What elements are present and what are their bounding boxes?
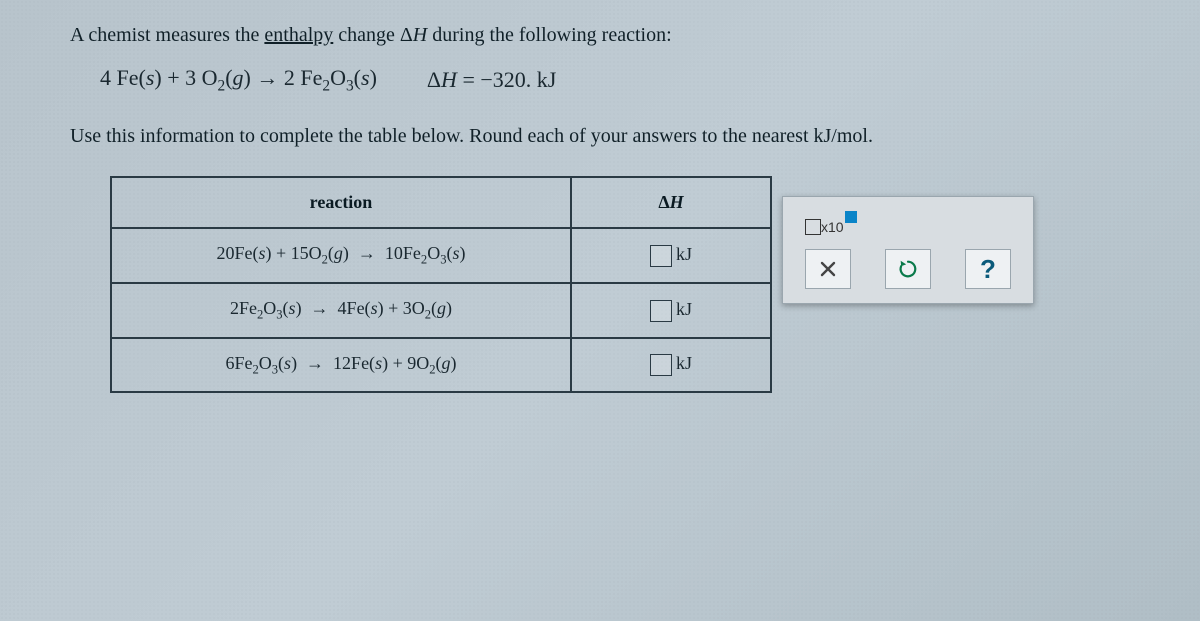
reaction-row-3: 6Fe2O3(s) → 12Fe(s) + 9O2(g) [111, 338, 571, 393]
help-button[interactable]: ? [965, 249, 1011, 289]
unit-label: kJ [676, 299, 692, 319]
reaction-row-2: 2Fe2O3(s) → 4Fe(s) + 3O2(g) [111, 283, 571, 338]
dh-input-3[interactable]: kJ [571, 338, 771, 393]
reset-button[interactable] [885, 249, 931, 289]
answer-toolbox: x10 ? [782, 196, 1034, 304]
dh-input-2[interactable]: kJ [571, 283, 771, 338]
instruction-text: Use this information to complete the tab… [70, 125, 1130, 148]
unit-label: kJ [676, 353, 692, 373]
mantissa-box-icon [805, 219, 821, 235]
reset-icon [897, 258, 919, 280]
header-reaction: reaction [111, 177, 571, 228]
close-icon [819, 260, 837, 278]
dh-input-1[interactable]: kJ [571, 228, 771, 283]
input-box-icon[interactable] [650, 354, 672, 376]
clear-button[interactable] [805, 249, 851, 289]
equation-dh: ΔH = −320. kJ [427, 67, 556, 93]
header-dh: ΔH [571, 177, 771, 228]
equation-lhs: 4 Fe(s) + 3 O2(g) → 2 Fe2O3(s) [100, 65, 377, 95]
sci-notation-button[interactable]: x10 [805, 211, 857, 235]
unit-label: kJ [676, 244, 692, 264]
input-box-icon[interactable] [650, 300, 672, 322]
reaction-row-1: 20Fe(s) + 15O2(g) → 10Fe2O3(s) [111, 228, 571, 283]
exponent-box-icon [845, 211, 857, 223]
input-box-icon[interactable] [650, 245, 672, 267]
intro-text: A chemist measures the enthalpy change Δ… [70, 24, 1130, 47]
reactions-table: reaction ΔH 20Fe(s) + 15O2(g) → 10Fe2O3(… [110, 176, 772, 393]
x10-label: x10 [821, 219, 844, 235]
main-equation: 4 Fe(s) + 3 O2(g) → 2 Fe2O3(s) ΔH = −320… [70, 65, 1130, 95]
